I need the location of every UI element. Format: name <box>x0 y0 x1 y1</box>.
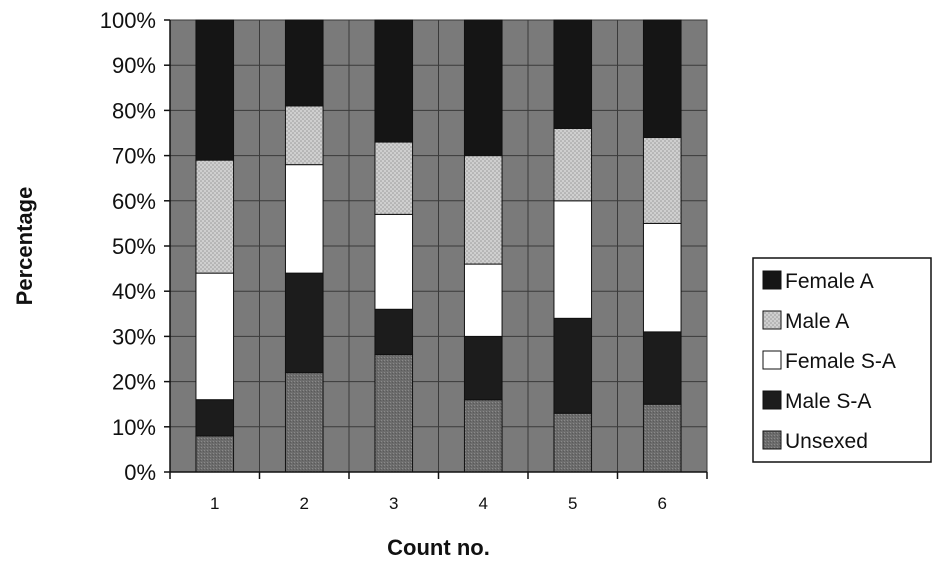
y-tick-label: 50% <box>112 234 156 259</box>
bar-segment-male-a-2 <box>284 105 324 166</box>
bar-segment-unsexed-4 <box>463 399 503 473</box>
bar-segment-unsexed-1 <box>195 435 235 473</box>
bar-segment-male-s-a-5 <box>553 317 593 414</box>
legend-label: Female S-A <box>785 350 896 373</box>
bar-segment-female-a-3 <box>374 19 414 143</box>
x-tick-label: 3 <box>389 494 398 513</box>
bar-segment-female-s-a-1 <box>195 272 235 401</box>
y-tick-label: 10% <box>112 415 156 440</box>
bar-segment-female-s-a-3 <box>374 213 414 310</box>
bar-segment-unsexed-6 <box>642 403 682 473</box>
bar-segment-male-a-6 <box>642 137 682 224</box>
bar-segment-male-s-a-6 <box>642 331 682 405</box>
bar-segment-female-s-a-6 <box>642 222 682 333</box>
y-tick-labels: 0% 10% 20% 30% 40% 50% 60% 70% 80% 90% 100% <box>100 8 156 485</box>
x-tick-label: 2 <box>300 494 309 513</box>
y-tick-label: 90% <box>112 53 156 78</box>
bar-segment-female-a-5 <box>553 19 593 129</box>
legend-swatch <box>762 430 782 450</box>
bars <box>195 19 682 473</box>
x-tick-label: 6 <box>658 494 667 513</box>
y-tick-label: 30% <box>112 324 156 349</box>
legend-label: Female A <box>785 270 874 293</box>
x-axis-title: Count no. <box>387 535 490 560</box>
x-tick-label: 4 <box>479 494 488 513</box>
bar-segment-female-a-4 <box>463 19 503 157</box>
y-tick-label: 20% <box>112 370 156 395</box>
bar-segment-male-a-4 <box>463 155 503 265</box>
legend-swatch <box>762 390 782 410</box>
legend: Female A Male A Female S-A Male S-A Unsexed <box>752 257 932 463</box>
bar-segment-male-a-5 <box>553 127 593 202</box>
bar-segment-male-s-a-3 <box>374 308 414 355</box>
bar-segment-male-a-3 <box>374 141 414 215</box>
x-tick-labels: 1 2 3 4 5 6 <box>210 494 667 513</box>
y-tick-label: 60% <box>112 189 156 214</box>
bar-segment-female-s-a-5 <box>553 200 593 319</box>
y-tick-label: 70% <box>112 144 156 169</box>
bar-segment-female-s-a-4 <box>463 263 503 337</box>
y-tick-label: 0% <box>124 460 156 485</box>
y-tick-label: 100% <box>100 8 156 33</box>
axes <box>164 19 708 479</box>
x-tick-label: 1 <box>210 494 219 513</box>
bar-segment-female-a-6 <box>642 19 682 139</box>
bar-segment-unsexed-3 <box>374 353 414 473</box>
y-tick-label: 80% <box>112 98 156 123</box>
bar-segment-female-a-1 <box>195 19 235 161</box>
bar-segment-male-s-a-2 <box>284 272 324 374</box>
y-axis-title: Percentage <box>12 187 37 306</box>
legend-box <box>752 257 932 463</box>
legend-swatch <box>762 270 782 290</box>
bar-segment-unsexed-2 <box>284 372 324 473</box>
legend-swatch <box>762 310 782 330</box>
bar-segment-male-s-a-1 <box>195 399 235 437</box>
x-tick-label: 5 <box>568 494 577 513</box>
legend-label: Male S-A <box>785 390 871 413</box>
legend-label: Male A <box>785 310 849 333</box>
legend-swatch <box>762 350 782 370</box>
bar-segment-unsexed-5 <box>553 412 593 473</box>
bar-segment-female-s-a-2 <box>284 164 324 274</box>
y-tick-label: 40% <box>112 279 156 304</box>
legend-label: Unsexed <box>785 430 868 453</box>
bar-segment-male-s-a-4 <box>463 335 503 401</box>
bar-segment-female-a-2 <box>284 19 324 107</box>
bar-segment-male-a-1 <box>195 159 235 274</box>
